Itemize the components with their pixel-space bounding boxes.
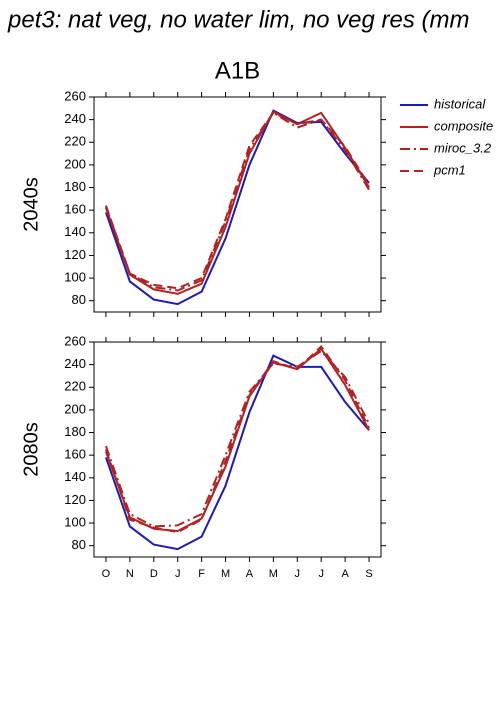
series-line — [105, 354, 370, 551]
y-tick-label: 200 — [64, 401, 86, 416]
x-tick-label: O — [102, 568, 111, 580]
y-tick-label: 160 — [64, 447, 86, 462]
y-tick-label: 160 — [64, 202, 86, 217]
plot-frame — [93, 96, 382, 313]
x-tick-label: J — [175, 568, 181, 580]
y-tick-label: 80 — [72, 292, 86, 307]
y-tick-label: 140 — [64, 469, 86, 484]
y-tick-label: 240 — [64, 356, 86, 371]
y-tick-label: 100 — [64, 269, 86, 284]
series-line — [105, 109, 370, 306]
y-tick-label: 180 — [64, 179, 86, 194]
y-tick-label: 140 — [64, 224, 86, 239]
row-label: 2080s — [20, 422, 42, 477]
legend-label: pcm1 — [433, 162, 466, 177]
row-label: 2040s — [20, 177, 42, 232]
plot-frame — [93, 341, 382, 558]
y-tick-label: 260 — [64, 88, 86, 103]
legend-label: miroc_3.2 — [434, 140, 492, 155]
y-tick-label: 100 — [64, 514, 86, 529]
y-tick-label: 80 — [72, 537, 86, 552]
x-tick-label: D — [150, 568, 158, 580]
y-tick-label: 220 — [64, 134, 86, 149]
x-tick-label: M — [269, 568, 278, 580]
series-line — [105, 111, 370, 290]
legend-label: composite — [434, 118, 493, 133]
y-tick-label: 260 — [64, 333, 86, 348]
panel-title: A1B — [215, 57, 260, 84]
y-tick-label: 120 — [64, 247, 86, 262]
y-tick-label: 200 — [64, 156, 86, 171]
page-title: pet3: nat veg, no water lim, no veg res … — [7, 6, 470, 33]
x-tick-label: J — [318, 568, 324, 580]
y-tick-label: 220 — [64, 379, 86, 394]
x-tick-label: A — [246, 568, 254, 580]
x-tick-label: F — [198, 568, 205, 580]
series-line — [105, 349, 370, 528]
x-tick-label: A — [341, 568, 349, 580]
y-tick-label: 180 — [64, 424, 86, 439]
legend-label: historical — [434, 96, 486, 111]
x-tick-label: N — [126, 568, 134, 580]
y-tick-label: 120 — [64, 492, 86, 507]
y-tick-label: 240 — [64, 111, 86, 126]
x-tick-label: J — [295, 568, 301, 580]
series-line — [105, 110, 370, 295]
x-tick-label: M — [221, 568, 230, 580]
x-tick-label: S — [365, 568, 372, 580]
